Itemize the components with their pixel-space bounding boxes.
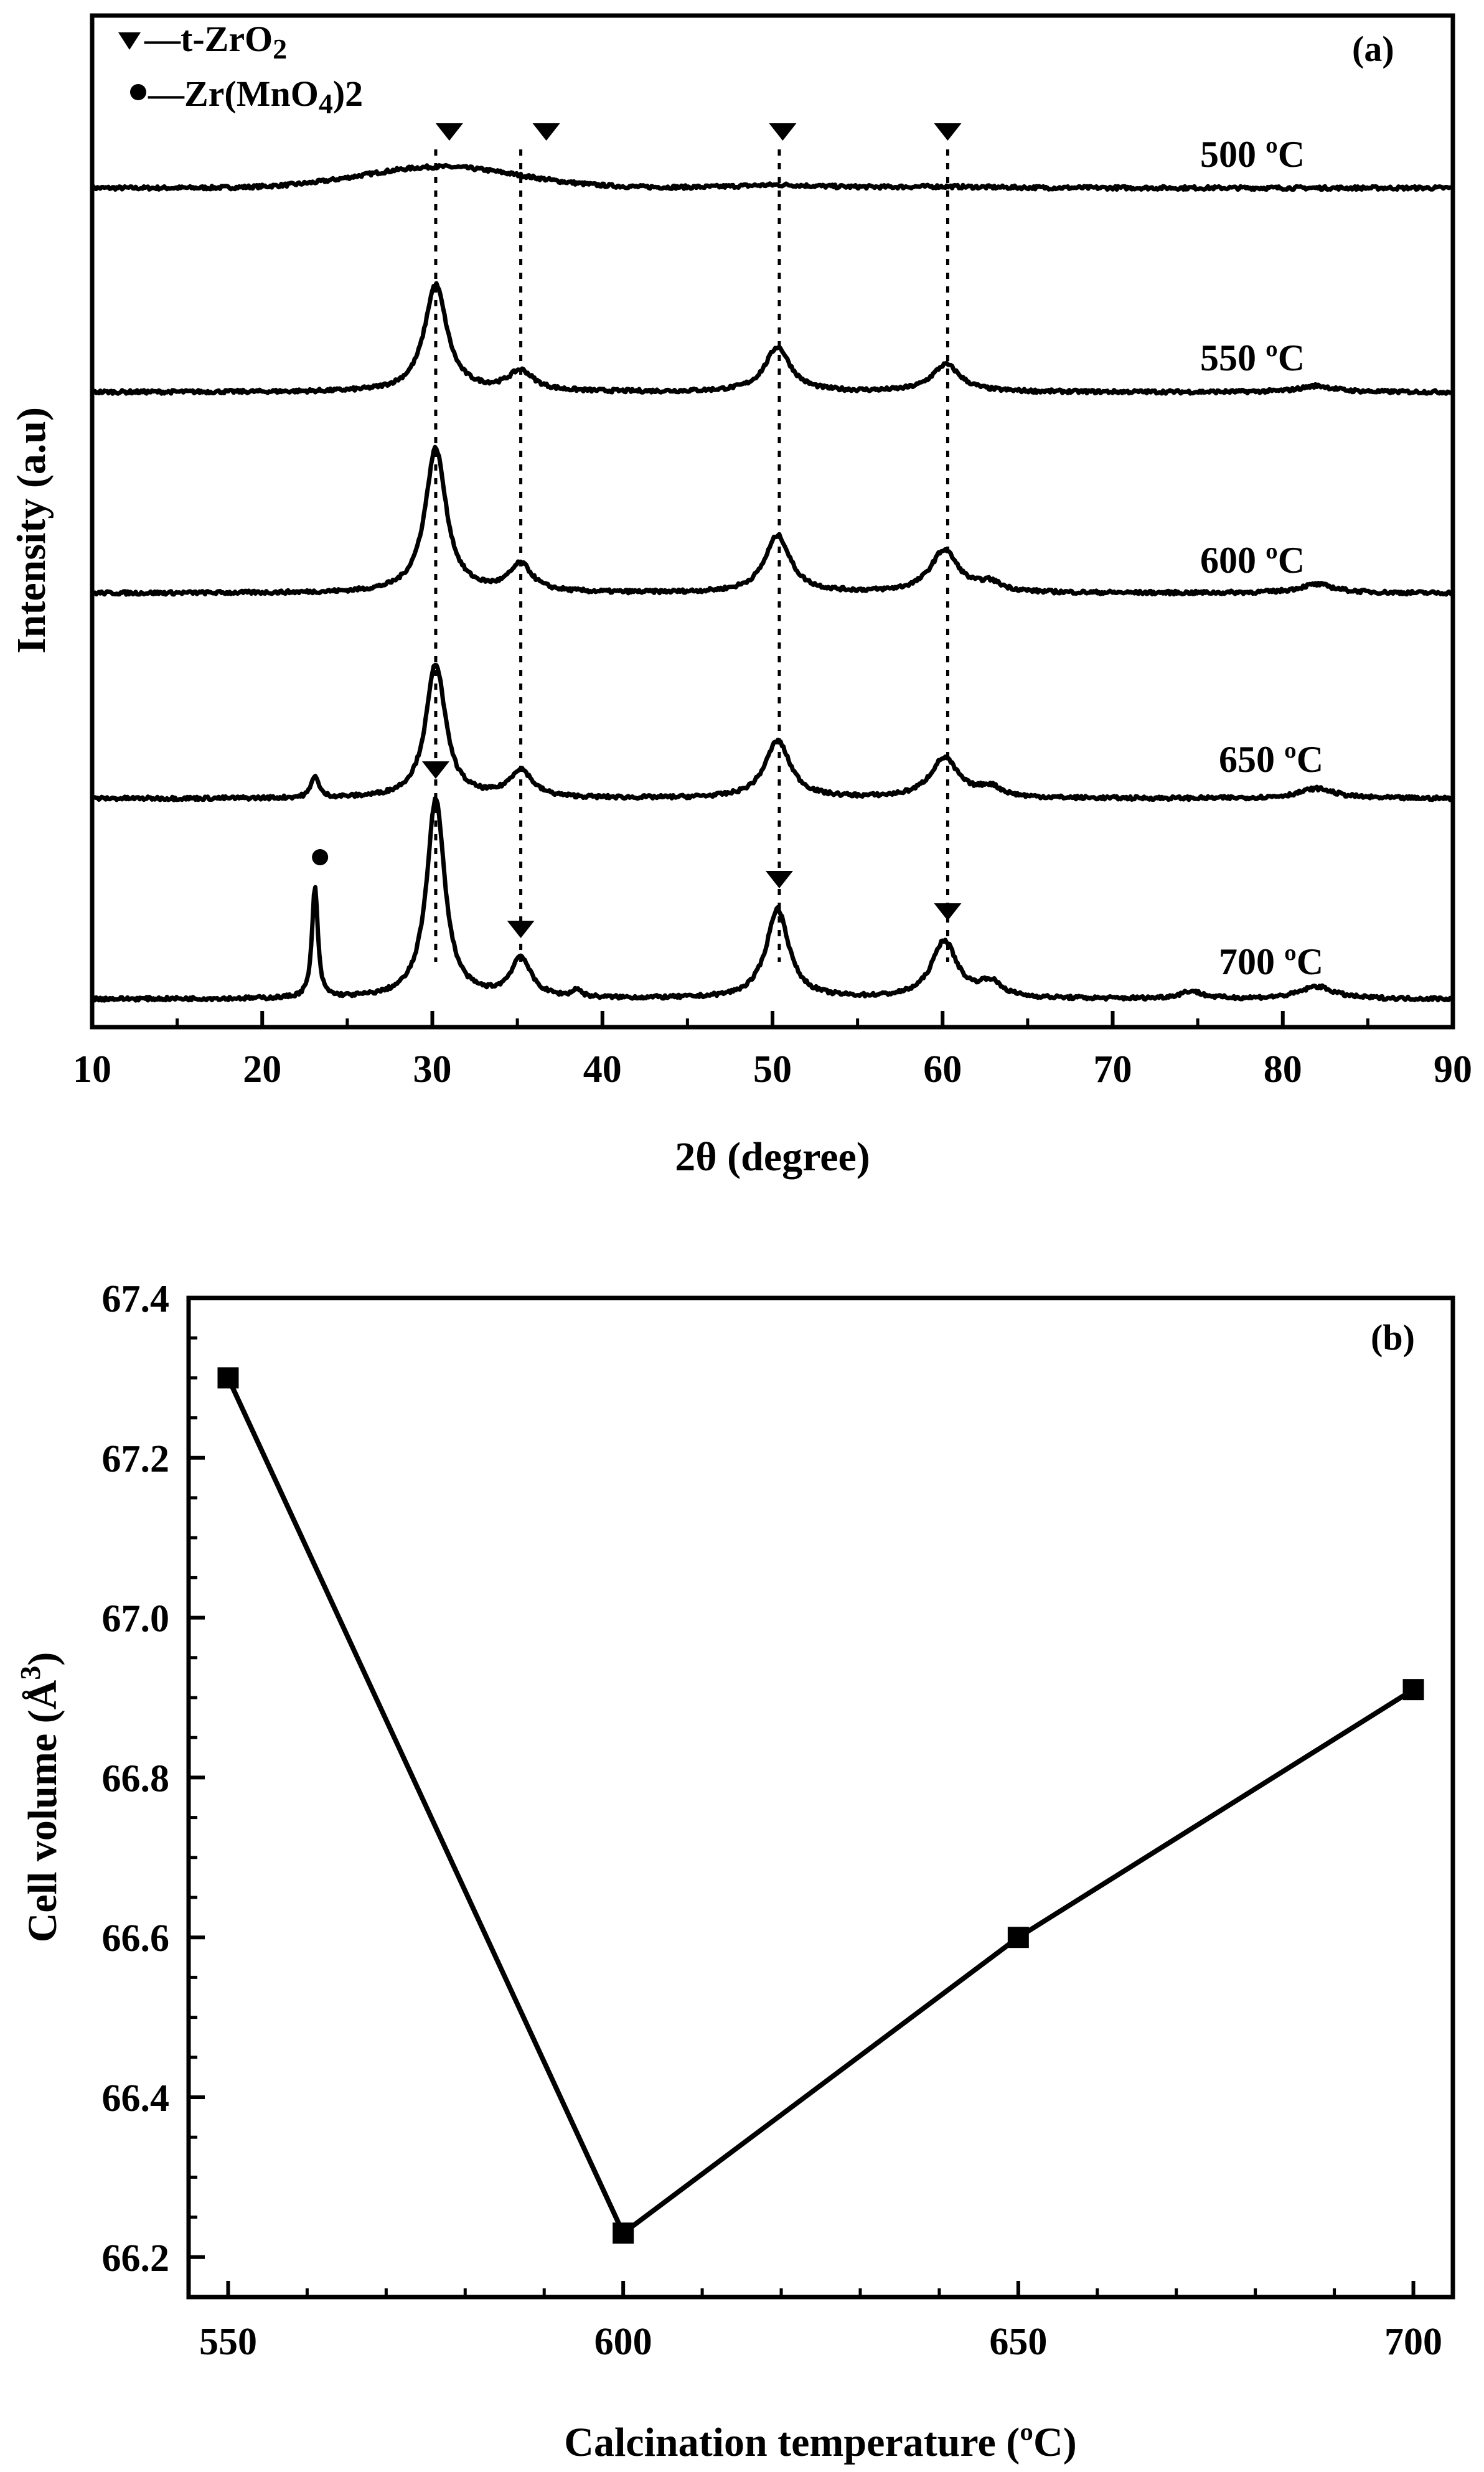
legend-circle-icon: [130, 84, 146, 100]
xrd-trace-1: [90, 281, 1454, 396]
temp-label-3: 650 ºC: [1219, 739, 1323, 780]
y-tick-label-1: 66.4: [102, 2077, 170, 2120]
x-tick-label-40: 40: [583, 1048, 622, 1091]
cell-volume-point-650: [1007, 1927, 1029, 1948]
cell-volume-x-axis-title: Calcination temperature (ºC): [564, 2420, 1076, 2465]
x-tick-label-10: 10: [73, 1048, 111, 1091]
y-tick-label-2: 66.6: [102, 1917, 170, 1960]
temp-label-4: 700 ºC: [1219, 941, 1323, 982]
x-axis-ticks: 10 20 30 40 50 60 70 80 90: [73, 1011, 1472, 1091]
tzro2-marker: [765, 871, 793, 888]
xrd-trace-3: [90, 663, 1455, 802]
panel-label-a: (a): [1352, 29, 1394, 69]
x-tick-label-20: 20: [243, 1048, 281, 1091]
xrd-y-axis-title: Intensity (a.u): [9, 407, 54, 654]
legend-zro2: —t-ZrO2: [144, 19, 287, 65]
temp-label-0: 500 ºC: [1200, 134, 1305, 175]
x-tick-label-50: 50: [753, 1048, 792, 1091]
tzro2-marker: [769, 123, 797, 141]
y-tick-label-4: 67.0: [102, 1598, 170, 1640]
x-tick-label-650: 650: [989, 2321, 1047, 2363]
cell-volume-series: [217, 1367, 1424, 2244]
reference-lines: [434, 149, 949, 962]
x-tick-label-90: 90: [1434, 1048, 1472, 1091]
cell-volume-line: [225, 1376, 1415, 2237]
cell-volume-plot-frame: [186, 1295, 1455, 2300]
y-tick-label-5: 67.2: [102, 1438, 170, 1480]
cell-volume-point-600: [613, 2222, 634, 2244]
xrd-x-axis-title: 2θ (degree): [675, 1134, 870, 1180]
cell-volume-point-700: [1402, 1679, 1424, 1701]
cell-volume-panel: 66.2 66.4 66.6 66.8 67.0 67.2 67.4 550 600 650 700…: [14, 1278, 1455, 2465]
legend-zrmno4: —Zr(MnO4)2: [148, 73, 363, 120]
cell-volume-point-550: [217, 1367, 239, 1389]
tzro2-marker: [934, 903, 962, 921]
y-tick-label-3: 66.8: [102, 1757, 170, 1800]
legend-triangle-icon: [118, 32, 141, 50]
x-tick-label-700: 700: [1384, 2321, 1442, 2363]
zrmno4-marker: [312, 849, 329, 865]
x-tick-label-550: 550: [199, 2321, 257, 2363]
temp-label-2: 600 ºC: [1200, 540, 1305, 581]
x-tick-label-60: 60: [923, 1048, 962, 1091]
x-tick-label-30: 30: [413, 1048, 452, 1091]
y-tick-label-6: 67.4: [102, 1278, 170, 1320]
tzro2-marker: [435, 123, 463, 141]
xrd-trace-2: [90, 444, 1455, 597]
axis-ticks: 66.2 66.4 66.6 66.8 67.0 67.2 67.4 550 600 650 700: [102, 1278, 1443, 2363]
x-tick-label-70: 70: [1094, 1048, 1132, 1091]
xrd-trace-4: [90, 796, 1454, 1003]
tzro2-marker: [421, 761, 449, 779]
xrd-panel: 500 ºC 550 ºC 600 ºC 650 ºC 700 ºC 10 20 30 40 5…: [9, 13, 1472, 1180]
tzro2-marker: [507, 921, 535, 938]
legend: —t-ZrO2 —Zr(MnO4)2: [118, 19, 363, 120]
y-tick-label-0: 66.2: [102, 2237, 170, 2280]
temp-label-1: 550 ºC: [1200, 337, 1305, 378]
x-tick-label-80: 80: [1264, 1048, 1302, 1091]
tzro2-marker: [532, 123, 560, 141]
tzro2-marker: [934, 123, 962, 141]
panel-label-b: (b): [1371, 1317, 1415, 1358]
xrd-trace-0: [90, 162, 1454, 192]
xrd-series-group: 500 ºC 550 ºC 600 ºC 650 ºC 700 ºC: [90, 123, 1455, 1003]
cell-volume-y-axis-title: Cell volume (Å3): [14, 1652, 65, 1943]
x-tick-label-600: 600: [594, 2321, 652, 2363]
